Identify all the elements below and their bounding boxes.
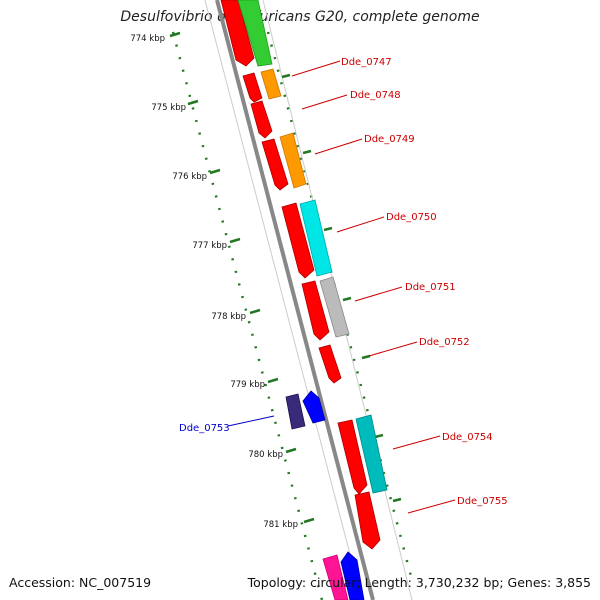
gene-arrow-blue[interactable] — [340, 551, 365, 600]
gene-arrow-dde-0752[interactable] — [318, 344, 342, 384]
gene-arrow-dde-0750[interactable] — [281, 202, 315, 279]
leader-line — [354, 286, 403, 302]
gene-label-dde-0753[interactable]: Dde_0753 — [179, 423, 230, 434]
tick-label-780: 780 kbp — [248, 450, 283, 460]
gene-label-leaders — [227, 60, 456, 514]
gene-arrow-dde-0753[interactable] — [302, 390, 326, 424]
gene-arrow[interactable] — [242, 72, 263, 103]
gene-label-dde-0755[interactable]: Dde_0755 — [457, 496, 508, 507]
gene-label-dde-0754[interactable]: Dde_0754 — [442, 432, 493, 443]
leader-line — [407, 499, 456, 514]
leader-line — [314, 138, 363, 155]
scale-tick — [209, 168, 221, 175]
leader-line — [227, 415, 275, 427]
topology-text: Topology: circular; Length: 3,730,232 bp… — [247, 575, 591, 590]
scale-tick — [374, 433, 384, 439]
lane-border-left — [204, 0, 363, 600]
gene-box-cyan[interactable] — [299, 199, 333, 277]
gene-labels: Dde_0747 Dde_0748 Dde_0749 Dde_0750 Dde_… — [179, 57, 508, 507]
gene-label-dde-0751[interactable]: Dde_0751 — [405, 282, 456, 293]
scale-tick-labels: 774 kbp 775 kbp 776 kbp 777 kbp 778 kbp … — [130, 34, 298, 530]
scale-tick — [361, 354, 371, 360]
accession-text: Accession: NC_007519 — [9, 575, 152, 590]
gene-box-navy[interactable] — [285, 393, 306, 430]
gene-arrow-dde-0747[interactable] — [250, 100, 273, 139]
scale-tick — [187, 99, 199, 106]
scale-tick — [267, 377, 279, 384]
scale-tick — [281, 73, 291, 79]
gene-box-magenta[interactable] — [322, 554, 349, 600]
scale-tick — [249, 308, 261, 315]
tick-label-777: 777 kbp — [192, 241, 227, 251]
tick-label-779: 779 kbp — [230, 380, 265, 390]
gene-arrow-dde-0754[interactable] — [337, 419, 368, 495]
scale-tick — [323, 226, 333, 232]
scale-tick — [303, 517, 315, 524]
leader-line — [336, 216, 385, 233]
gene-box-orange[interactable] — [279, 132, 307, 189]
forward-strand-genes — [220, 0, 381, 550]
scale-ticks — [169, 31, 402, 524]
gene-label-dde-0747[interactable]: Dde_0747 — [341, 57, 392, 68]
gene-arrow-dde-0751[interactable] — [301, 280, 330, 341]
gene-label-dde-0752[interactable]: Dde_0752 — [419, 337, 470, 348]
gene-label-dde-0749[interactable]: Dde_0749 — [364, 134, 415, 145]
scale-tick — [302, 149, 312, 155]
gene-arrow[interactable] — [220, 0, 255, 67]
leader-line — [368, 341, 418, 357]
reverse-strand-genes — [285, 390, 326, 430]
gene-arrow-dde-0755[interactable] — [354, 491, 381, 550]
gene-box-grey[interactable] — [319, 276, 350, 338]
gene-label-dde-0750[interactable]: Dde_0750 — [386, 212, 437, 223]
genome-backbone — [215, 0, 375, 600]
tick-label-775: 775 kbp — [151, 103, 186, 113]
gene-box-green[interactable] — [237, 0, 273, 67]
leader-line — [291, 60, 341, 77]
gene-label-dde-0748[interactable]: Dde_0748 — [350, 90, 401, 101]
tick-label-781: 781 kbp — [263, 520, 298, 530]
leader-line — [301, 94, 348, 110]
gene-arrow-dde-0748[interactable] — [261, 138, 289, 191]
leader-line — [392, 435, 441, 450]
scale-tick — [392, 497, 402, 503]
annotation-genes — [237, 0, 388, 600]
tick-label-774: 774 kbp — [130, 34, 165, 44]
gene-box-teal[interactable] — [355, 414, 388, 494]
scale-tick — [342, 296, 352, 302]
scale-tick — [229, 237, 241, 244]
scale-tick — [169, 31, 181, 38]
tick-label-778: 778 kbp — [211, 312, 246, 322]
tick-label-776: 776 kbp — [172, 172, 207, 182]
scale-tick — [285, 447, 297, 454]
gene-box-orange[interactable] — [260, 68, 282, 100]
